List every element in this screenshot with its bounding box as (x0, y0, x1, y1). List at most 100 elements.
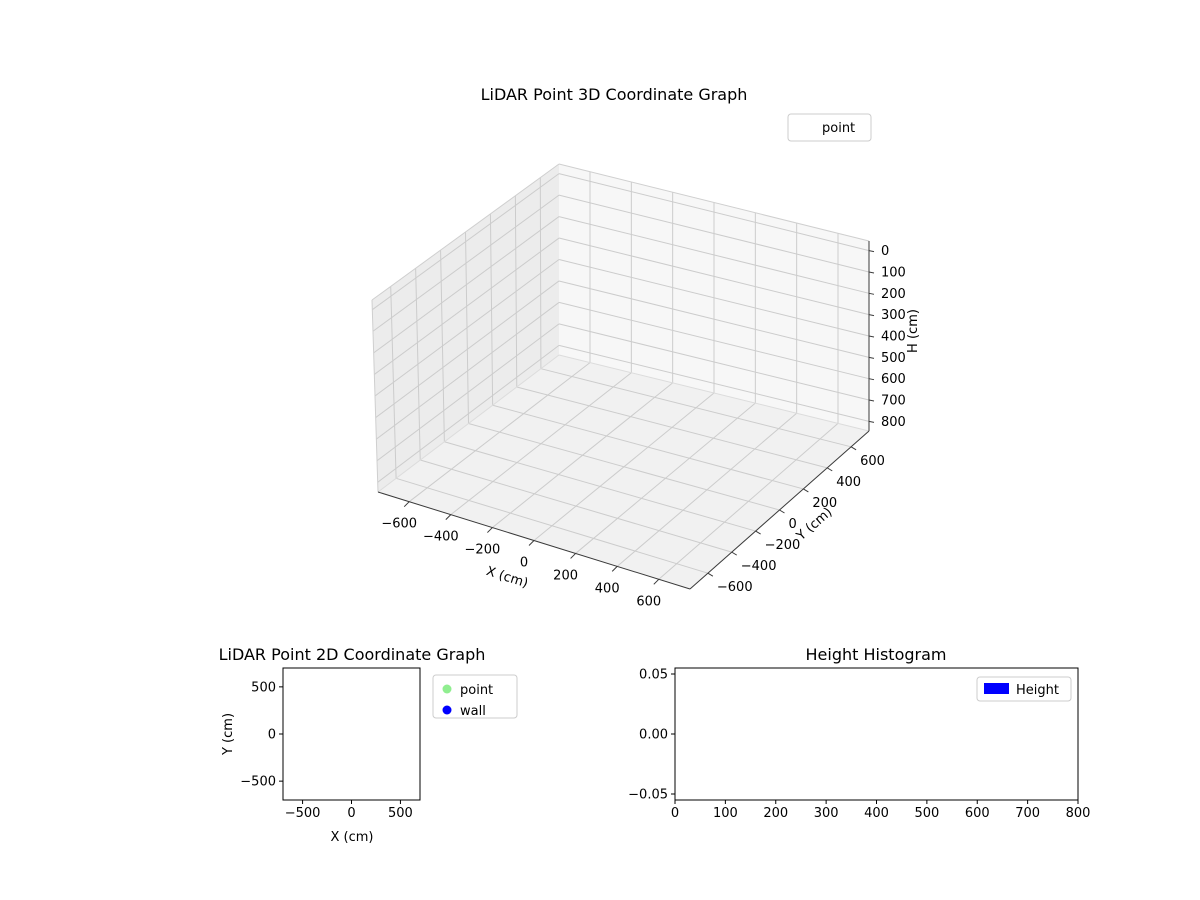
plot-histogram-legend: Height (976, 676, 1072, 702)
plot-2d-axes: −500 0 500 −500 0 500 (240, 667, 421, 821)
legend-marker-height-swatch (984, 683, 1009, 694)
legend-marker-wall-dot (442, 705, 452, 715)
x-tick (611, 566, 618, 572)
z-tick-label: 200 (881, 287, 906, 302)
z-tick-label: 500 (881, 351, 906, 366)
y-tick-label: 0 (268, 728, 276, 743)
x-tick (653, 578, 660, 585)
grid-line (492, 404, 804, 490)
x-tick-label: 500 (914, 806, 939, 821)
plot-2d: −500 0 500 −500 0 500 LiDAR Point 2D Coordina… (219, 645, 518, 845)
x-tick-label: 200 (553, 568, 578, 583)
y-tick-label: 0 (789, 517, 797, 532)
box-edge (371, 299, 379, 493)
y-tick (803, 488, 809, 493)
legend-label-point: point (822, 121, 855, 136)
x-tick-label: 400 (595, 581, 620, 596)
legend-frame (432, 674, 518, 719)
y-tick (731, 551, 738, 556)
y-tick-label: 200 (812, 496, 837, 511)
z-tick (868, 335, 875, 338)
grid-line (444, 441, 756, 532)
grid-line (374, 237, 560, 375)
box-edge (558, 163, 870, 242)
grid-line (558, 259, 870, 337)
y-tick-label: −0.05 (628, 788, 668, 803)
grid-line (558, 344, 870, 422)
box-edge (371, 163, 560, 301)
grid-line (376, 323, 560, 462)
y-tick (779, 509, 785, 514)
grid-line (377, 344, 560, 483)
legend-label-height: Height (1016, 683, 1059, 698)
plot-3d-zlabel: H (cm) (906, 309, 921, 353)
grid-line (558, 216, 870, 294)
z-tick-label: 0 (881, 244, 889, 259)
y-tick-label: −500 (240, 775, 276, 790)
grid-line (375, 280, 560, 418)
x-tick-label: 0 (671, 806, 679, 821)
legend-label-wall: wall (460, 704, 486, 719)
axis-pane (378, 355, 869, 589)
x-tick-label: 500 (388, 806, 413, 821)
y-tick (755, 530, 761, 535)
x-tick (487, 527, 493, 533)
x-tick-label: −500 (285, 806, 321, 821)
z-tick (868, 271, 875, 274)
y-tick-label: −200 (765, 538, 801, 553)
x-tick-label: 200 (763, 806, 788, 821)
grid-line (376, 302, 560, 440)
x-tick-label: 100 (713, 806, 738, 821)
x-tick-label: 0 (520, 556, 528, 571)
plot-2d-title: LiDAR Point 2D Coordinate Graph (219, 645, 486, 664)
z-tick (868, 420, 875, 423)
z-tick (868, 292, 875, 295)
plot-histogram-title: Height Histogram (806, 645, 947, 664)
y-tick (707, 572, 714, 577)
z-tick (868, 399, 875, 402)
y-tick-label: 0.05 (639, 668, 668, 683)
plot-histogram: 0 100 200 300 400 500 600 700 800 −0.05 0.00 0.05 H… (628, 645, 1090, 821)
z-tick (868, 314, 875, 317)
grid-line (395, 477, 709, 574)
x-tick-label: 600 (636, 594, 661, 609)
x-tick-label: 600 (965, 806, 990, 821)
grid-line (558, 323, 870, 401)
z-tick-label: 700 (881, 394, 906, 409)
z-tick (868, 356, 875, 359)
legend-label-point: point (460, 683, 493, 698)
z-tick-label: 100 (881, 265, 906, 280)
plot-3d-title: LiDAR Point 3D Coordinate Graph (481, 85, 748, 104)
box-edge (558, 354, 870, 432)
grid-line (540, 368, 852, 448)
y-tick-label: −400 (741, 559, 777, 574)
x-tick-label: 0 (347, 806, 355, 821)
x-tick (403, 501, 410, 508)
x-tick-label: −600 (381, 517, 417, 532)
plot-2d-ylabel: Y (cm) (221, 713, 236, 756)
y-tick-label: 400 (836, 475, 861, 490)
axes-frame (282, 667, 421, 801)
grid-line (558, 173, 870, 252)
x-tick-label: 300 (814, 806, 839, 821)
z-tick-label: 800 (881, 415, 906, 430)
y-tick-label: 500 (251, 680, 276, 695)
grid-line (558, 280, 870, 358)
z-tick-label: 400 (881, 330, 906, 345)
z-tick-label: 300 (881, 308, 906, 323)
plot-2d-xlabel: X (cm) (331, 830, 374, 845)
grid-line (468, 423, 780, 511)
x-tick-label: −200 (465, 543, 501, 558)
grid-line (558, 194, 870, 273)
plot-3d-axes: −600 −400 −200 0 200 400 600 −600 −400 −200 0 200 40… (371, 163, 906, 609)
y-tick-label: −600 (717, 580, 753, 595)
x-tick (445, 514, 452, 520)
x-tick-label: 700 (1015, 806, 1040, 821)
z-tick (868, 250, 875, 253)
z-tick-label: 600 (881, 372, 906, 387)
x-tick (570, 553, 576, 559)
grid-line (374, 259, 560, 397)
legend-marker-point-dot (442, 684, 452, 694)
